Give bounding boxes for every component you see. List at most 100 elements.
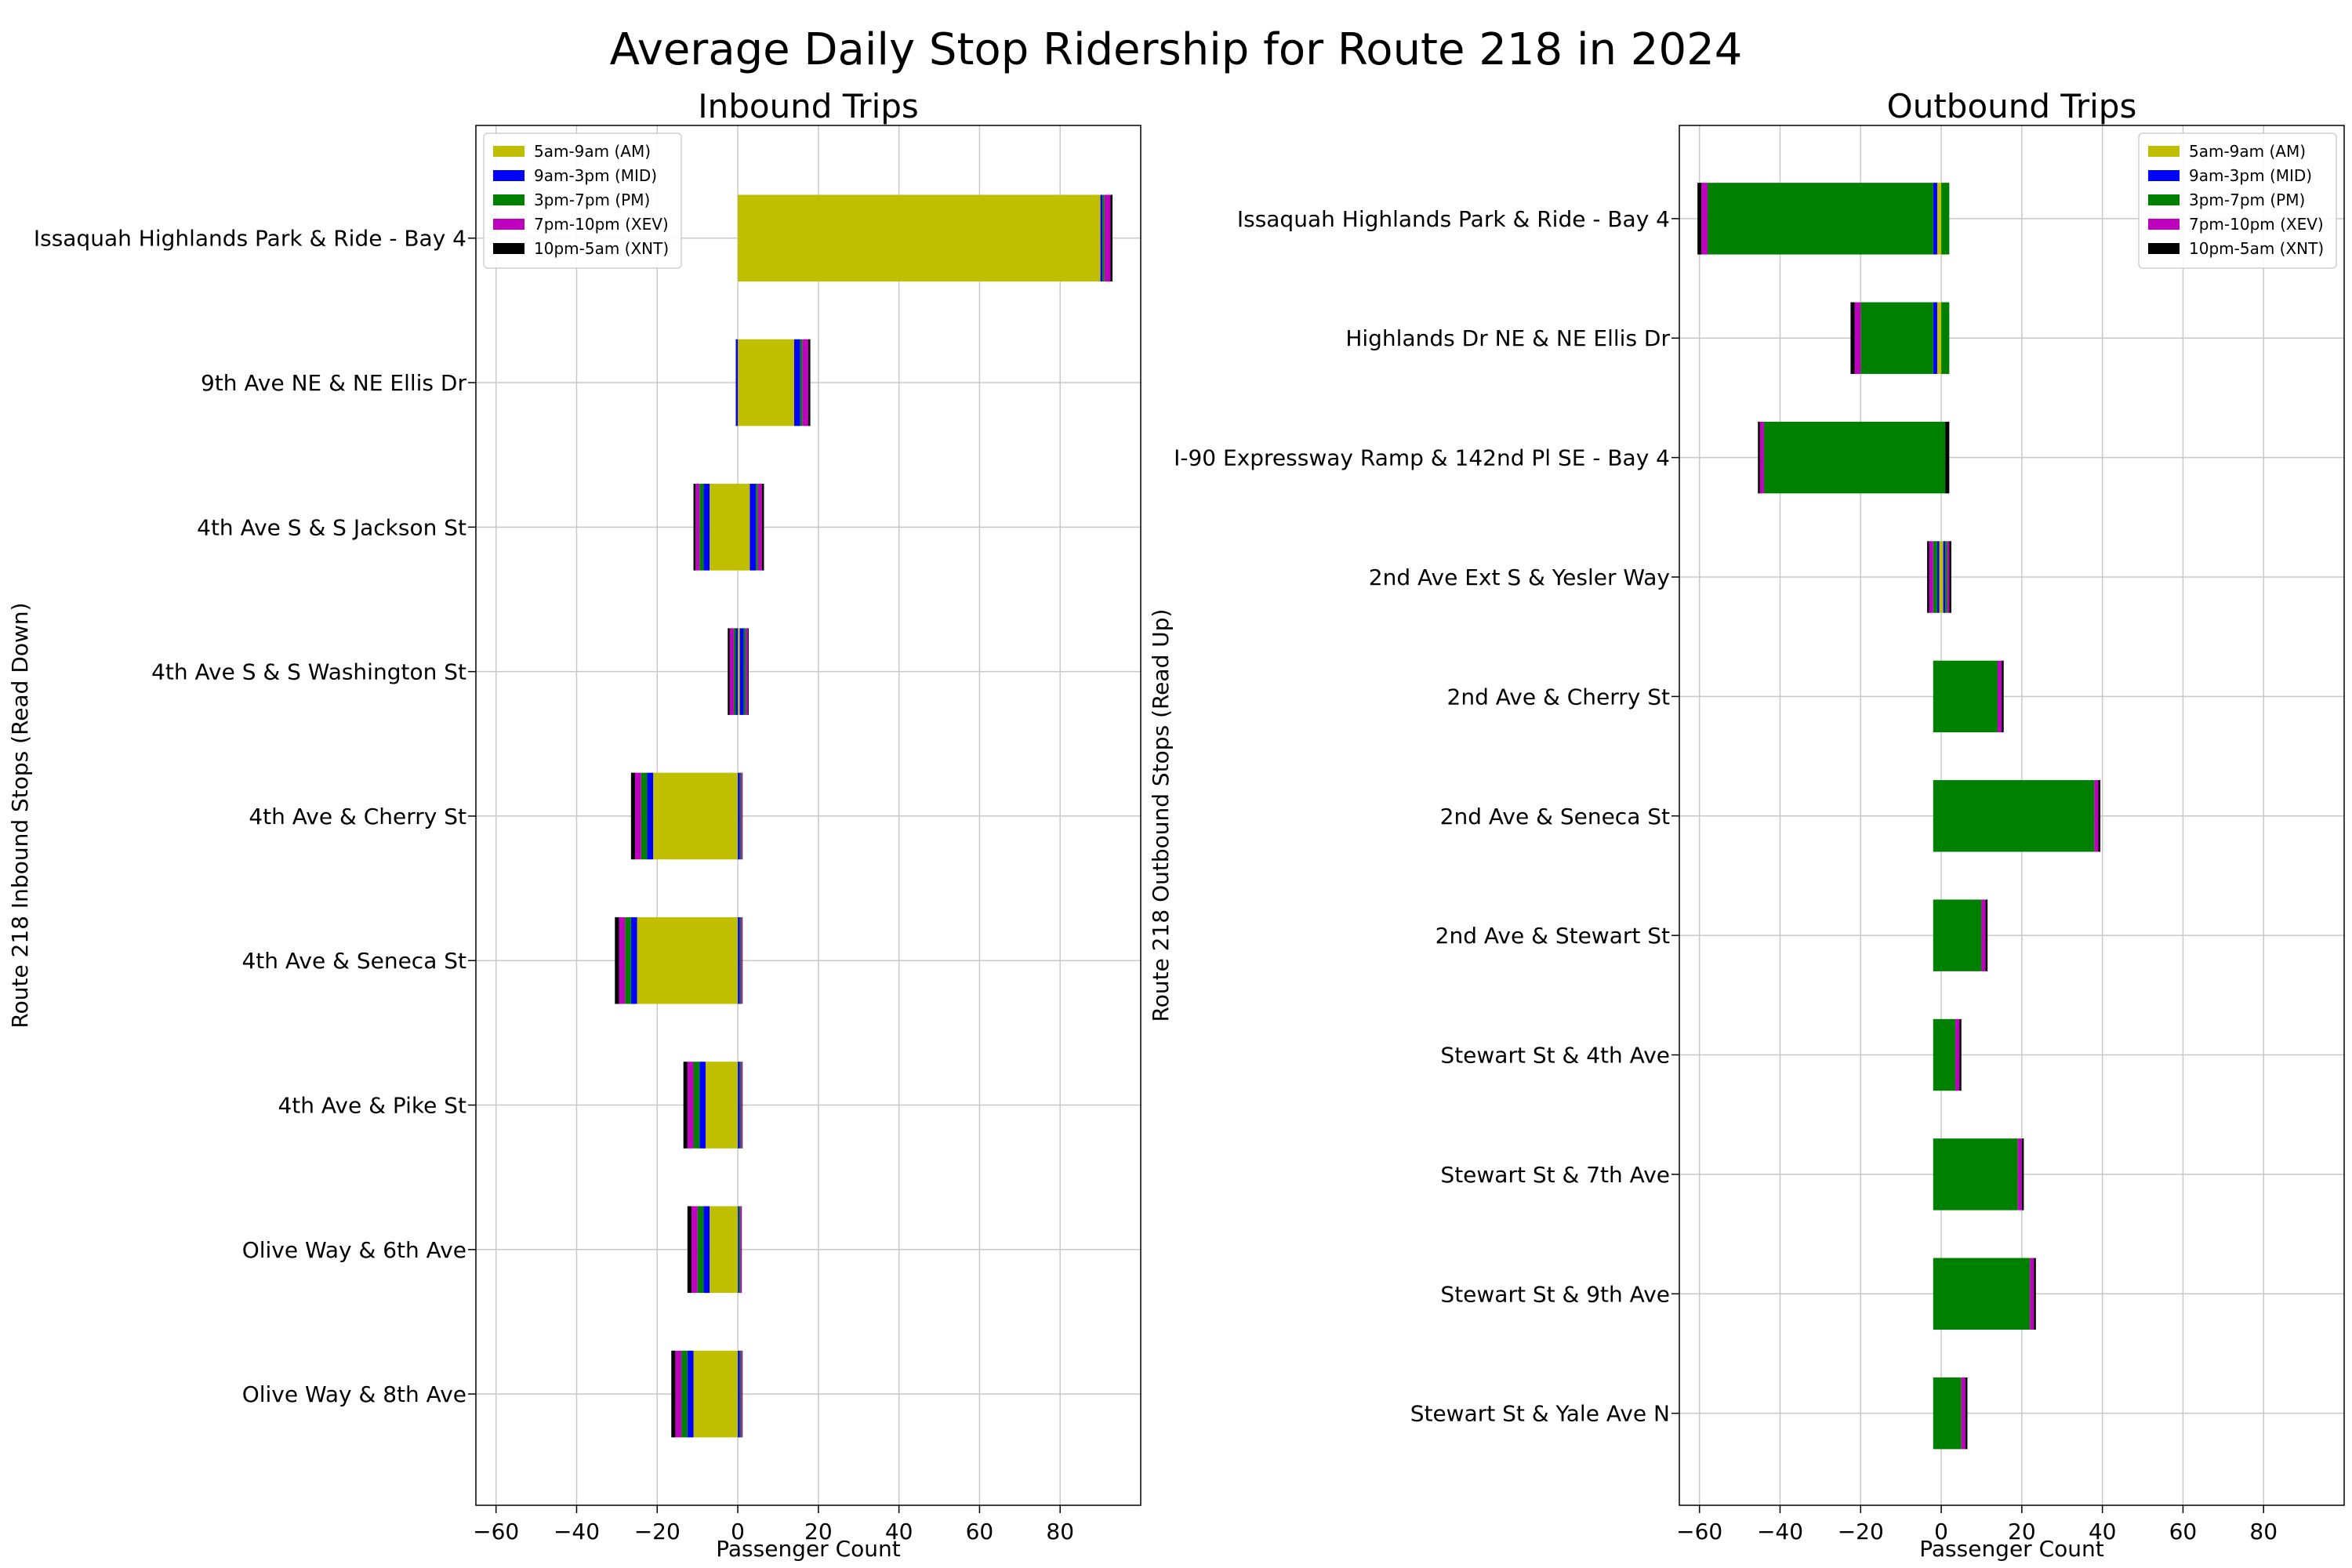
y-tick-label: 4th Ave & Cherry St [249, 804, 466, 829]
bar-4th-ave-s-s-washington-st-boarding-xnt [747, 628, 749, 715]
y-tick-label: Issaquah Highlands Park & Ride - Bay 4 [1237, 206, 1670, 232]
y-tick-label: I-90 Expressway Ramp & 142nd Pl SE - Bay… [1174, 445, 1670, 471]
bar-2nd-ave-ext-s-yesler-way-alighting-pm [1933, 541, 1937, 613]
x-tick-label: −60 [473, 1519, 519, 1544]
x-tick-label: 60 [2169, 1519, 2198, 1544]
bar-4th-ave-seneca-st-alighting-pm [625, 916, 631, 1004]
bar-2nd-ave-stewart-st-boarding-pm [1941, 899, 1982, 971]
bar-2nd-ave-stewart-st-boarding-xnt [1985, 899, 1988, 971]
bar-stewart-st-7th-ave-boarding-pm [1941, 1138, 2018, 1210]
bar-olive-way-6th-ave-alighting-pm [697, 1206, 704, 1294]
bar-4th-ave-s-s-jackson-st-boarding-mid [750, 484, 757, 571]
bar-stewart-st-9th-ave-boarding-xnt [2034, 1258, 2036, 1330]
x-tick-label: −20 [634, 1519, 681, 1544]
bar-highlands-dr-ne-ne-ellis-dr-alighting-pm [1860, 302, 1933, 374]
bar-stewart-st-4th-ave-boarding-xnt [1959, 1018, 1962, 1091]
bar-2nd-ave-ext-s-yesler-way-alighting-xev [1929, 541, 1933, 613]
legend: 5am-9am (AM) 9am-3pm (MID) 3pm-7pm (PM) 7pm… [483, 132, 682, 269]
bars [615, 194, 1113, 1438]
bar-4th-ave-cherry-st-alighting-am [653, 772, 739, 860]
bar-4th-ave-s-s-jackson-st-boarding-pm [756, 484, 758, 571]
bar-4th-ave-s-s-jackson-st-alighting-xnt [693, 484, 696, 571]
bar-4th-ave-pike-st-alighting-xev [687, 1062, 694, 1149]
bar-4th-ave-s-s-jackson-st-boarding-am [738, 484, 750, 571]
bar-4th-ave-s-s-washington-st-alighting-pm [733, 628, 736, 715]
bar-4th-ave-pike-st-alighting-mid [699, 1062, 706, 1149]
bar-9th-ave-ne-ne-ellis-dr-boarding-xnt [808, 339, 811, 426]
bar-2nd-ave-cherry-st-boarding-xnt [2002, 660, 2004, 733]
legend-box [2138, 132, 2337, 269]
bar-4th-ave-seneca-st-boarding-xnt [742, 916, 743, 1004]
bar-4th-ave-pike-st-boarding-xev [741, 1062, 742, 1149]
bar-4th-ave-cherry-st-alighting-mid [647, 772, 654, 860]
bar-stewart-st-9th-ave-boarding-xev [2030, 1258, 2034, 1330]
bar-issaquah-highlands-park-ride-bay-4-alighting-mid [1933, 183, 1937, 255]
plot-frame [1679, 125, 2345, 1506]
x-tick-label: 60 [966, 1519, 994, 1544]
bar-4th-ave-cherry-st-alighting-pm [641, 772, 648, 860]
legend-label-am: 5am-9am (AM) [534, 142, 651, 161]
bar-olive-way-8th-ave-boarding-mid [738, 1350, 740, 1438]
bar-issaquah-highlands-park-ride-bay-4-boarding-mid [1100, 194, 1103, 282]
x-tick-label: −40 [554, 1519, 600, 1544]
y-tick-label: 2nd Ave & Stewart St [1436, 923, 1670, 949]
bar-4th-ave-s-s-jackson-st-alighting-am [710, 484, 739, 571]
x-tick-label: −40 [1757, 1519, 1803, 1544]
bar-issaquah-highlands-park-ride-bay-4-boarding-pm [1102, 194, 1105, 282]
bar-4th-ave-s-s-washington-st-boarding-xev [746, 628, 748, 715]
legend-swatch-pm [2148, 194, 2180, 205]
bar-stewart-st-yale-ave-n-alighting-pm [1933, 1377, 1942, 1450]
plot-frame [475, 125, 1142, 1506]
bar-2nd-ave-ext-s-yesler-way-boarding-mid [1943, 541, 1946, 613]
bar-highlands-dr-ne-ne-ellis-dr-boarding-pm [1941, 302, 1950, 374]
bar-2nd-ave-seneca-st-boarding-xnt [2098, 780, 2101, 852]
bar-highlands-dr-ne-ne-ellis-dr-alighting-xnt [1850, 302, 1855, 374]
x-tick-label: 80 [1046, 1519, 1074, 1544]
bar-olive-way-8th-ave-boarding-xnt [742, 1350, 743, 1438]
bar-i-90-expressway-ramp-142nd-pl-se-bay-4-alighting-xev [1759, 421, 1764, 494]
bar-highlands-dr-ne-ne-ellis-dr-alighting-xev [1854, 302, 1861, 374]
bar-olive-way-6th-ave-boarding-mid [738, 1206, 739, 1294]
bar-issaquah-highlands-park-ride-bay-4-alighting-pm [1707, 183, 1933, 255]
bar-4th-ave-s-s-jackson-st-alighting-mid [703, 484, 710, 571]
x-tick-label: 20 [804, 1519, 833, 1544]
bars [1697, 183, 2101, 1450]
legend-swatch-mid [2148, 170, 2180, 181]
bar-9th-ave-ne-ne-ellis-dr-alighting-mid [735, 339, 739, 426]
x-axis-label: Passenger Count [1919, 1536, 2104, 1562]
bar-olive-way-6th-ave-boarding-xev [740, 1206, 742, 1294]
bar-stewart-st-9th-ave-boarding-pm [1941, 1258, 2031, 1330]
bar-olive-way-8th-ave-alighting-xnt [671, 1350, 676, 1438]
legend-swatch-pm [493, 194, 524, 205]
bar-4th-ave-pike-st-alighting-pm [693, 1062, 700, 1149]
bar-4th-ave-s-s-washington-st-boarding-mid [739, 628, 744, 715]
legend-label-mid: 9am-3pm (MID) [2189, 166, 2312, 185]
bar-olive-way-6th-ave-alighting-xnt [687, 1206, 691, 1294]
bar-stewart-st-4th-ave-alighting-pm [1933, 1018, 1942, 1091]
legend-label-mid: 9am-3pm (MID) [534, 166, 657, 185]
bar-4th-ave-cherry-st-boarding-xnt [742, 772, 743, 860]
bar-stewart-st-yale-ave-n-boarding-xnt [1965, 1377, 1968, 1450]
x-tick-label: −60 [1676, 1519, 1722, 1544]
bar-issaquah-highlands-park-ride-bay-4-alighting-am [1936, 183, 1942, 255]
y-tick-label: 4th Ave S & S Washington St [151, 659, 466, 685]
bar-issaquah-highlands-park-ride-bay-4-boarding-pm [1941, 183, 1950, 255]
legend-swatch-mid [493, 170, 524, 181]
bar-4th-ave-seneca-st-alighting-am [637, 916, 739, 1004]
bar-2nd-ave-ext-s-yesler-way-alighting-mid [1936, 541, 1940, 613]
bar-4th-ave-seneca-st-boarding-pm [739, 916, 742, 1004]
bar-olive-way-6th-ave-alighting-xev [691, 1206, 698, 1294]
bar-stewart-st-9th-ave-alighting-pm [1933, 1258, 1942, 1330]
bar-2nd-ave-cherry-st-alighting-pm [1933, 660, 1942, 733]
y-tick-label: Highlands Dr NE & NE Ellis Dr [1345, 325, 1670, 351]
bar-i-90-expressway-ramp-142nd-pl-se-bay-4-alighting-pm [1763, 421, 1942, 494]
y-tick-label: 2nd Ave Ext S & Yesler Way [1369, 564, 1670, 590]
bar-olive-way-8th-ave-alighting-xev [675, 1350, 682, 1438]
bar-4th-ave-seneca-st-alighting-mid [630, 916, 637, 1004]
y-tick-label: 9th Ave NE & NE Ellis Dr [201, 370, 467, 396]
bar-olive-way-6th-ave-alighting-am [710, 1206, 739, 1294]
y-tick-label: 4th Ave & Seneca St [241, 948, 466, 974]
subplot-title: Outbound Trips [1887, 87, 2137, 125]
y-tick-label: 2nd Ave & Cherry St [1447, 684, 1670, 710]
bar-4th-ave-s-s-washington-st-alighting-xnt [728, 628, 730, 715]
